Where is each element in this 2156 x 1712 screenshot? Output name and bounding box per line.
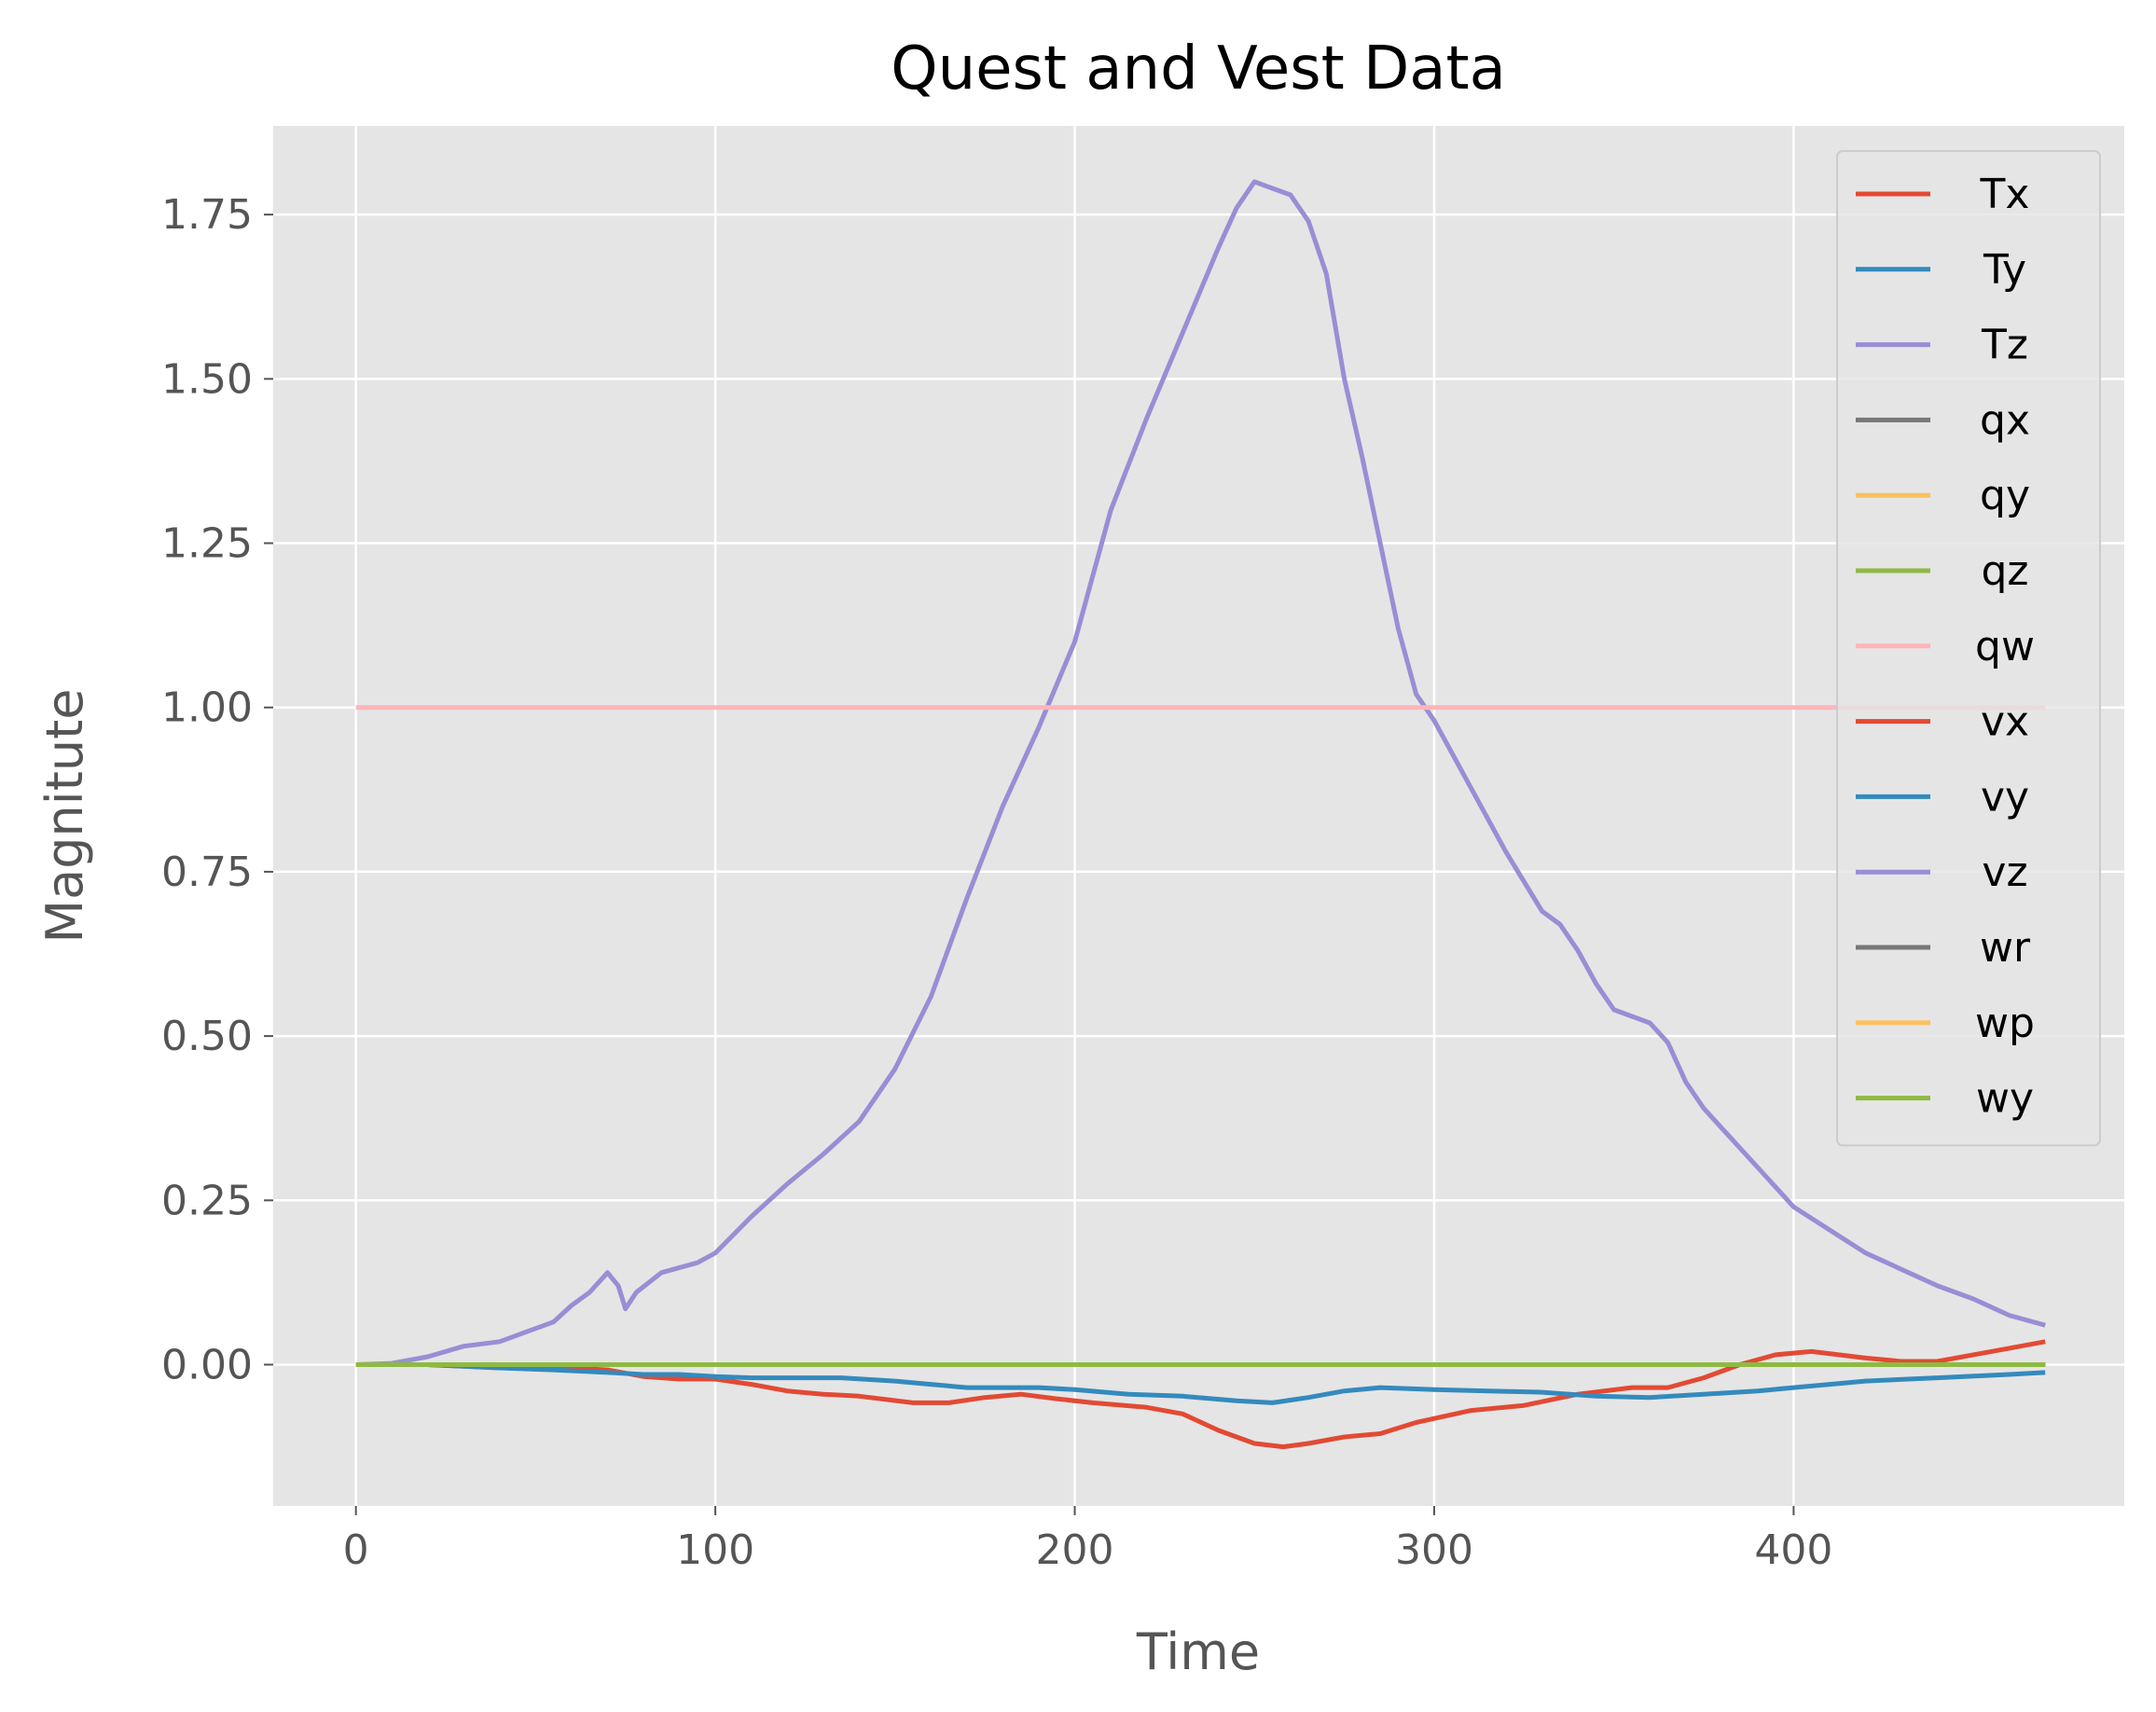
legend-label-wy: wy (1976, 1075, 2034, 1123)
x-tick-label: 100 (676, 1526, 754, 1574)
y-tick-label: 0.25 (161, 1177, 253, 1224)
x-tick-label: 300 (1395, 1526, 1473, 1574)
legend-label-qy: qy (1980, 472, 2030, 519)
legend-label-wp: wp (1975, 1000, 2035, 1047)
legend: Tx Ty Tz qx qy qz qw vx vy vz wr wp wy (1836, 150, 2101, 1147)
x-tick-label: 200 (1036, 1526, 1114, 1574)
x-tick-label: 0 (343, 1526, 369, 1574)
plot-background (273, 126, 2124, 1506)
x-tick-label: 400 (1754, 1526, 1832, 1574)
legend-label-Ty: Ty (1983, 246, 2026, 294)
y-tick-label: 1.50 (161, 355, 253, 403)
chart-title: Quest and Vest Data (891, 35, 1506, 104)
axis-ticks: 0 100 200 300 400 0.00 0.25 0.50 0.75 1.00 1.25 1.5… (161, 191, 1832, 1574)
y-tick-label: 0.00 (161, 1341, 253, 1388)
y-tick-label: 0.50 (161, 1013, 253, 1060)
legend-label-wr: wr (1980, 924, 2031, 972)
series-line-Ty (355, 1362, 2046, 1405)
y-tick-label: 0.75 (161, 849, 253, 896)
legend-frame (1836, 150, 2101, 1147)
legend-label-Tz: Tz (1981, 322, 2028, 369)
legend-label-qz: qz (1981, 547, 2028, 595)
series-line-Tx (355, 1339, 2046, 1450)
y-tick-label: 1.75 (161, 191, 253, 239)
legend-label-vz: vz (1982, 849, 2027, 896)
y-axis-label: Magnitute (35, 689, 94, 944)
legend-label-vy: vy (1981, 773, 2029, 821)
y-tick-label: 1.00 (161, 684, 253, 732)
legend-label-vx: vx (1981, 698, 2029, 746)
series-lines (355, 179, 2046, 1450)
x-axis-label: Time (1136, 1622, 1260, 1681)
series-line-Tz (355, 179, 2046, 1367)
legend-label-qw: qw (1975, 623, 2035, 670)
legend-label-qx: qx (1980, 396, 2030, 444)
y-tick-label: 1.25 (161, 520, 253, 568)
legend-label-Tx: Tx (1980, 171, 2030, 218)
